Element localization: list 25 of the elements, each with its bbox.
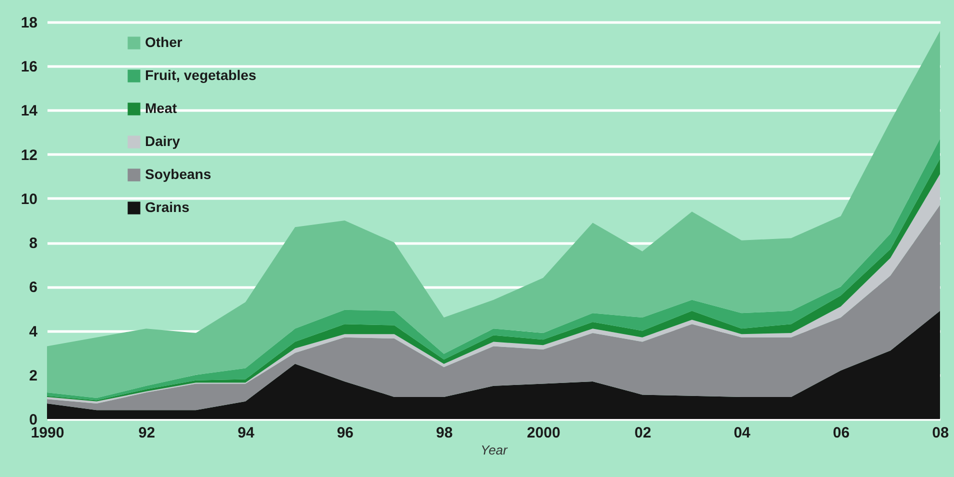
- legend-label: Soybeans: [145, 166, 212, 182]
- legend-label: Other: [145, 34, 183, 50]
- x-tick-label: 02: [634, 424, 652, 442]
- y-tick-label: 10: [20, 190, 38, 208]
- x-axis-title: Year: [480, 442, 508, 458]
- legend-label: Meat: [145, 100, 178, 116]
- y-tick-label: 14: [20, 102, 38, 120]
- x-tick-label: 08: [932, 424, 949, 442]
- x-tick-label: 96: [336, 424, 354, 442]
- x-tick-label: 06: [832, 424, 850, 442]
- y-tick-label: 4: [29, 323, 38, 340]
- x-tick-label: 04: [734, 424, 752, 442]
- x-tick-label: 92: [138, 424, 156, 442]
- y-tick-label: 6: [29, 279, 38, 296]
- x-tick-label: 94: [238, 424, 255, 442]
- y-tick-label: 2: [29, 367, 38, 384]
- y-tick-label: 18: [20, 14, 38, 32]
- y-tick-label: 8: [29, 235, 38, 252]
- y-tick-label: 16: [20, 58, 38, 76]
- x-tick-label: 98: [436, 424, 453, 442]
- legend-label: Fruit, vegetables: [145, 67, 256, 83]
- legend-label: Dairy: [145, 133, 180, 149]
- legend-label: Grains: [145, 199, 190, 215]
- x-tick-label: 2000: [526, 424, 560, 442]
- y-tick-label: 12: [20, 146, 38, 164]
